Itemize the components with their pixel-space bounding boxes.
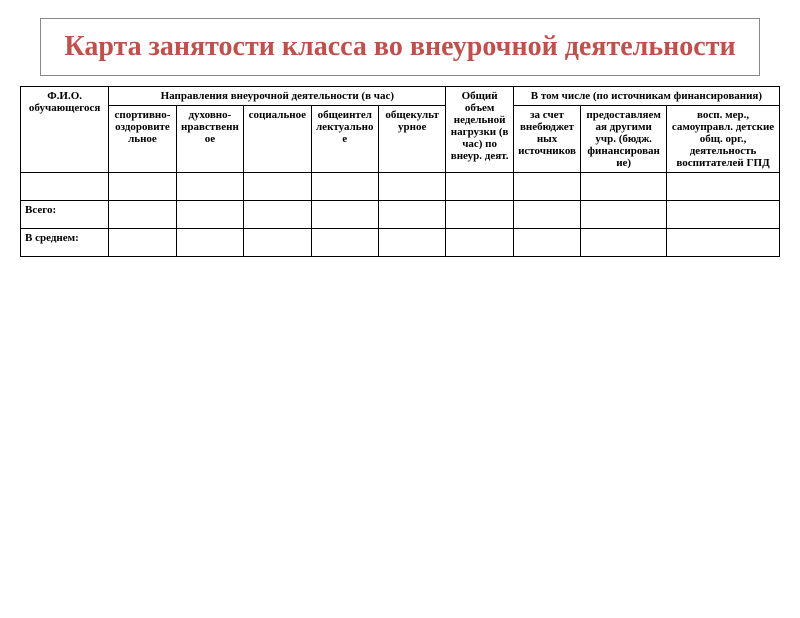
header-funding: В том числе (по источникам финансировани… — [513, 87, 779, 106]
cell — [667, 201, 780, 229]
header-other-inst: предоставляемая другими учр. (бюдж. фина… — [581, 106, 667, 173]
cell — [176, 229, 243, 257]
header-moral: духовно-нравственное — [176, 106, 243, 173]
row-label-average: В среднем: — [21, 229, 109, 257]
cell — [378, 173, 445, 201]
cell — [581, 229, 667, 257]
header-extra-budget: за счет внебюджетных источников — [513, 106, 580, 173]
cell — [311, 173, 378, 201]
cell — [109, 173, 176, 201]
cell — [581, 173, 667, 201]
cell — [446, 173, 513, 201]
header-sport: спортивно-оздоровительное — [109, 106, 176, 173]
cell — [21, 173, 109, 201]
cell — [378, 229, 445, 257]
cell — [176, 201, 243, 229]
row-label-total: Всего: — [21, 201, 109, 229]
cell — [446, 201, 513, 229]
cell — [109, 201, 176, 229]
table-row-total: Всего: — [21, 201, 780, 229]
header-directions: Направления внеурочной деятельности (в ч… — [109, 87, 446, 106]
cell — [109, 229, 176, 257]
cell — [378, 201, 445, 229]
cell — [176, 173, 243, 201]
header-self-gov: восп. мер., самоуправл. детские общ. орг… — [667, 106, 780, 173]
header-culture: общекультурное — [378, 106, 445, 173]
title-container: Карта занятости класса во внеурочной дея… — [40, 18, 760, 76]
cell — [513, 173, 580, 201]
header-fio: Ф.И.О. обучающегося — [21, 87, 109, 173]
header-total: Общий объем недельной нагрузки (в час) п… — [446, 87, 513, 173]
cell — [667, 173, 780, 201]
table-row-average: В среднем: — [21, 229, 780, 257]
activity-table: Ф.И.О. обучающегося Направления внеурочн… — [20, 86, 780, 257]
cell — [513, 201, 580, 229]
cell — [311, 229, 378, 257]
cell — [446, 229, 513, 257]
cell — [244, 229, 311, 257]
cell — [581, 201, 667, 229]
table-row — [21, 173, 780, 201]
page-title: Карта занятости класса во внеурочной дея… — [61, 29, 739, 65]
cell — [244, 173, 311, 201]
cell — [667, 229, 780, 257]
cell — [244, 201, 311, 229]
cell — [311, 201, 378, 229]
header-social: социальное — [244, 106, 311, 173]
slide: Карта занятости класса во внеурочной дея… — [0, 18, 800, 618]
header-intellect: общеинтеллектуальное — [311, 106, 378, 173]
cell — [513, 229, 580, 257]
